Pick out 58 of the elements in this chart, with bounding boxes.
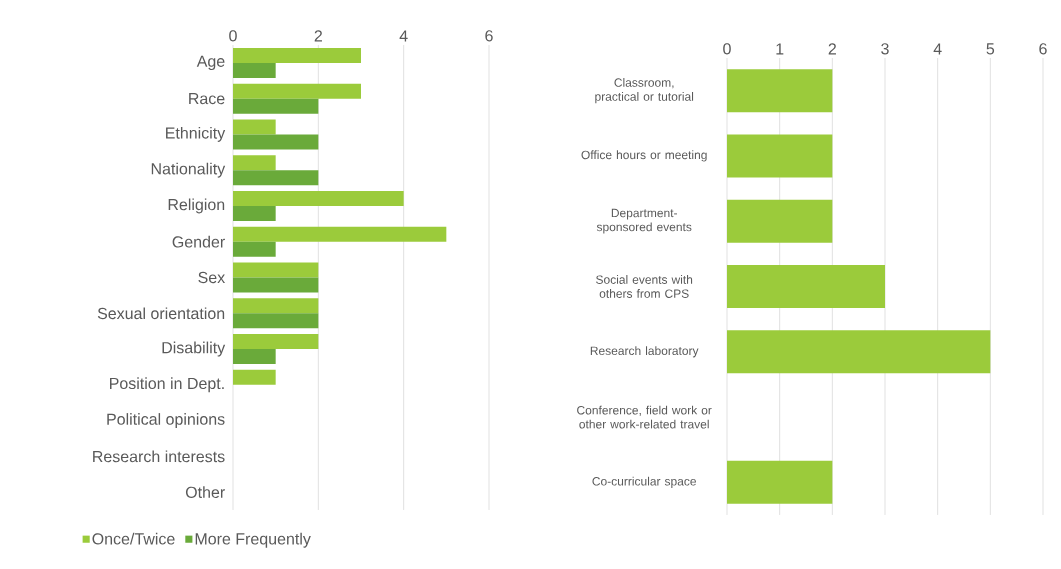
- y-tick-label: Classroom, practical or tutorial: [595, 78, 694, 104]
- y-tick-label: Research laboratory: [590, 346, 699, 358]
- bar: [233, 134, 319, 150]
- y-tick-label: Political opinions: [107, 413, 225, 429]
- x-tick-label: 2: [314, 30, 322, 42]
- bar: [233, 369, 276, 385]
- x-tick-label: 1: [776, 43, 784, 55]
- bar: [233, 277, 319, 293]
- bar: [233, 170, 319, 186]
- bar: [727, 134, 833, 178]
- y-tick-label: Gender: [172, 235, 225, 248]
- y-tick-label: Co-curricular space: [592, 476, 696, 488]
- x-tick-label: 0: [229, 30, 237, 42]
- legend-label: Once/Twice: [92, 532, 175, 545]
- bar: [233, 334, 319, 350]
- bar: [233, 155, 276, 171]
- bar: [233, 47, 361, 63]
- y-tick-label: Office hours or meeting: [581, 150, 707, 162]
- bar: [233, 205, 276, 221]
- y-tick-label: Nationality: [151, 162, 226, 178]
- y-tick-label: Age: [196, 55, 225, 71]
- y-tick-label: Religion: [168, 198, 225, 214]
- bar: [727, 460, 833, 504]
- x-tick-label: 4: [399, 30, 408, 42]
- bar: [233, 349, 276, 365]
- bar: [233, 226, 447, 242]
- bar: [233, 98, 319, 114]
- x-tick-label: 6: [1039, 43, 1047, 55]
- y-tick-label: Disability: [162, 341, 226, 357]
- y-tick-label: Other: [185, 486, 225, 498]
- y-tick-label: Social events with others from CPS: [596, 275, 693, 298]
- y-tick-label: Sex: [198, 271, 226, 284]
- y-tick-label: Department-sponsored events: [596, 208, 692, 234]
- bar: [233, 62, 276, 78]
- bar: [233, 119, 276, 135]
- y-tick-label: Race: [189, 93, 225, 105]
- bar: [233, 190, 404, 206]
- bar: [233, 298, 319, 314]
- x-tick-label: 2: [828, 43, 836, 55]
- bar: [727, 265, 885, 308]
- y-tick-label: Sexual orientation: [97, 307, 225, 320]
- y-tick-label: Conference, field work or other work-related travel: [577, 405, 712, 429]
- y-tick-label: Ethnicity: [166, 126, 226, 142]
- bar: [727, 69, 833, 113]
- legend-label: More Frequently: [195, 532, 311, 548]
- bar: [233, 241, 276, 257]
- y-tick-label: Position in Dept.: [110, 377, 224, 393]
- bar: [233, 262, 319, 278]
- x-tick-label: 4: [933, 43, 942, 55]
- bar: [727, 199, 833, 243]
- y-tick-label: Research interests: [93, 450, 225, 463]
- bar: [727, 330, 991, 374]
- x-tick-label: 3: [881, 43, 889, 55]
- x-tick-label: 5: [986, 43, 995, 55]
- x-tick-label: 6: [485, 30, 493, 42]
- x-tick-label: 0: [723, 43, 731, 55]
- bar: [233, 83, 361, 99]
- bar: [233, 313, 319, 329]
